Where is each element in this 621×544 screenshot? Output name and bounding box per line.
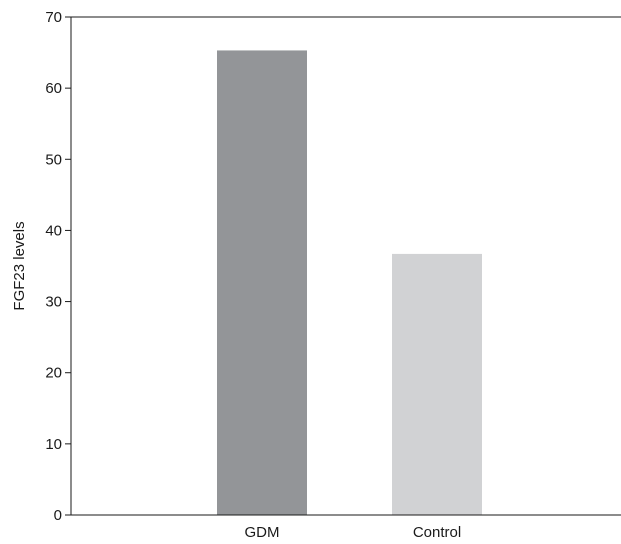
y-tick-label: 40 xyxy=(45,222,62,239)
y-tick-label: 0 xyxy=(54,507,62,524)
bar-control xyxy=(392,253,482,516)
y-tick-label: 70 xyxy=(45,9,62,26)
y-tick-label: 50 xyxy=(45,151,62,168)
axes-group xyxy=(70,16,621,516)
y-ticks-group: 0 10 20 30 40 50 60 70 xyxy=(45,9,71,524)
y-tick-label: 10 xyxy=(45,436,62,453)
x-tick-label: GDM xyxy=(245,524,280,541)
bar-gdm xyxy=(217,50,307,516)
y-tick-label: 60 xyxy=(45,80,62,97)
x-ticks-group: GDM Control xyxy=(245,524,462,541)
y-tick-label: 30 xyxy=(45,294,62,311)
x-tick-label: Control xyxy=(413,524,461,541)
y-axis-title: FGF23 levels xyxy=(11,221,28,310)
bars-group xyxy=(217,50,482,516)
y-tick-label: 20 xyxy=(45,365,62,382)
